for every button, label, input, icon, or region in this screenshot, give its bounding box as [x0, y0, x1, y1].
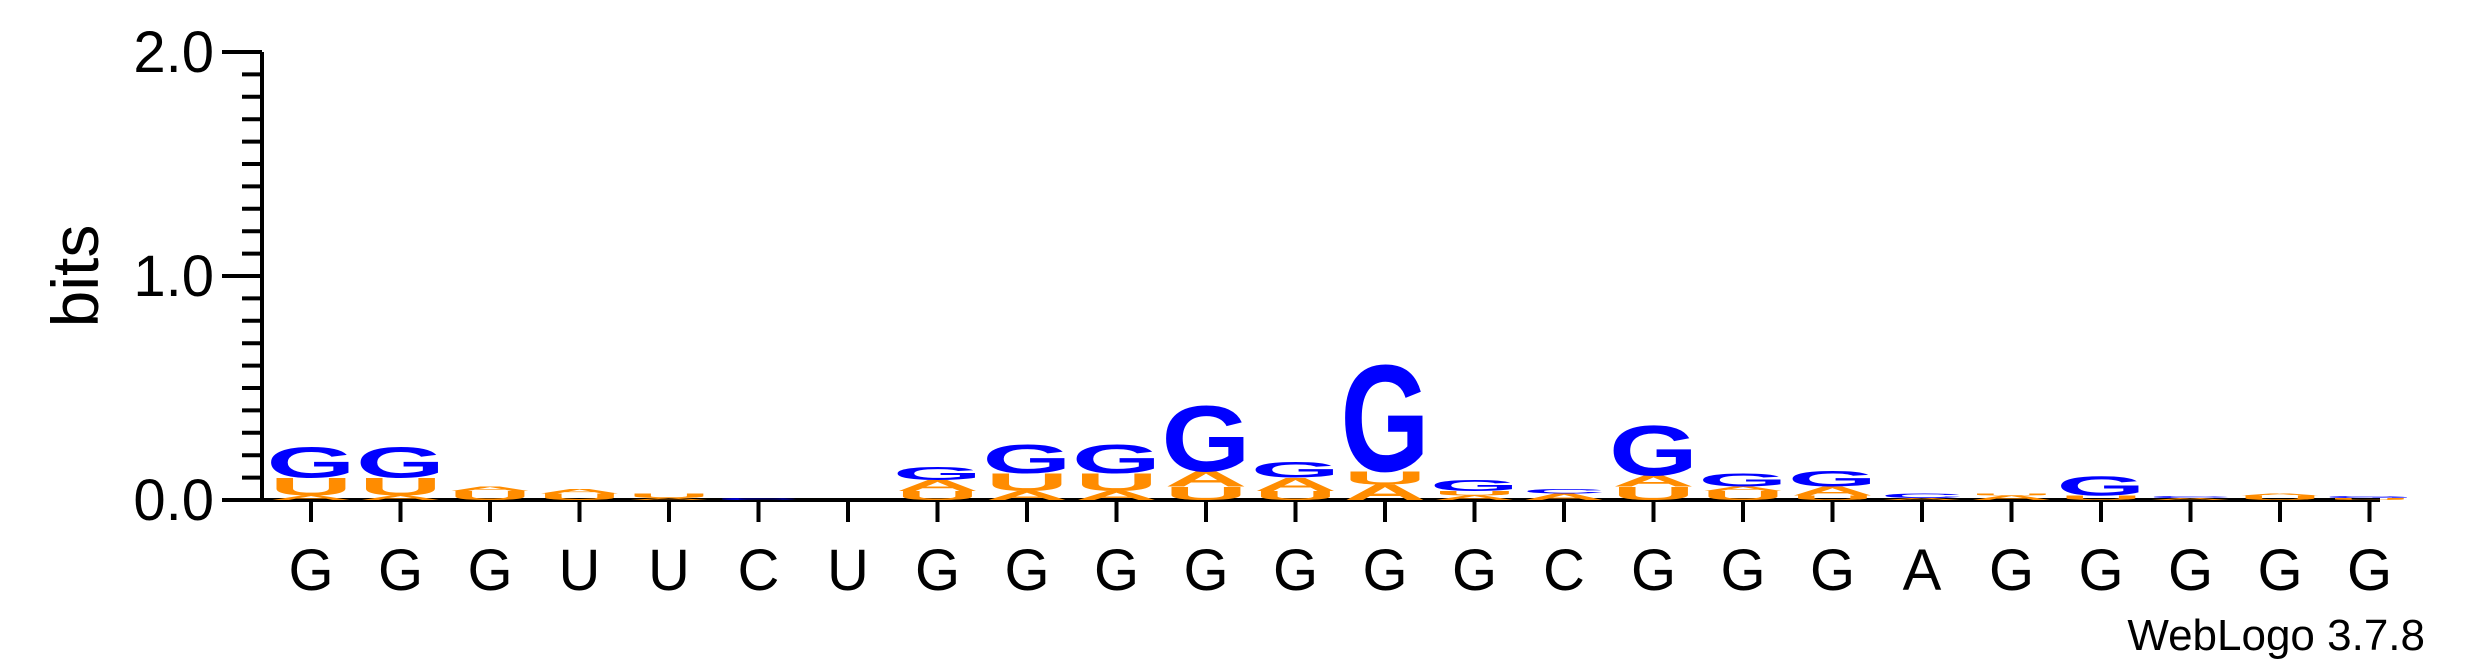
logo-letter-a: A	[1523, 492, 1606, 502]
logo-letter-c: C	[1523, 488, 1606, 495]
logo-letter-g: G	[1430, 477, 1519, 494]
logo-letter-u: U	[2239, 494, 2322, 501]
logo-letter-u: U	[628, 492, 711, 499]
x-tick-label: A	[1903, 538, 1942, 603]
x-tick-label: G	[378, 538, 423, 603]
logo-letter-u: U	[449, 489, 532, 503]
logo-letter-a: A	[449, 485, 532, 492]
logo-letter-a: A	[538, 488, 621, 495]
logo-letter-u: U	[270, 473, 353, 501]
logo-letter-a: A	[1970, 494, 2053, 501]
logo-letter-u: U	[538, 492, 621, 502]
x-tick-label: C	[738, 538, 780, 603]
x-tick-label: G	[1989, 538, 2034, 603]
logo-letter-a: A	[1702, 485, 1785, 492]
logo-letter-a: A	[270, 494, 353, 501]
x-tick-label: G	[1362, 538, 1407, 603]
logo-letter-a: A	[986, 489, 1069, 503]
logo-letter-u: U	[2328, 497, 2411, 500]
x-tick-label: G	[2078, 538, 2123, 603]
logo-letter-c: C	[2149, 495, 2232, 498]
logo-letter-g: G	[266, 438, 355, 487]
logo-letter-g: G	[356, 438, 445, 487]
y-tick-label: 0.0	[133, 468, 214, 533]
logo-letter-a: A	[628, 497, 711, 500]
logo-letter-a: A	[2239, 493, 2322, 496]
logo-letter-u: U	[1970, 493, 2053, 496]
x-tick-label: G	[1183, 538, 1228, 603]
logo-letter-a: A	[1791, 484, 1874, 498]
x-tick-label: G	[915, 538, 960, 603]
logo-letter-g: G	[982, 437, 1071, 482]
logo-letter-g: G	[2056, 470, 2145, 502]
logo-letter-g: G	[2325, 495, 2414, 498]
logo-letter-u: U	[1344, 468, 1427, 489]
x-tick-label: G	[1452, 538, 1497, 603]
logo-letter-a: A	[1881, 497, 1964, 500]
logo-letter-u: U	[1702, 489, 1785, 503]
weblogo-credit: WebLogo 3.7.8	[2127, 611, 2425, 660]
x-tick-label: G	[1720, 538, 1765, 603]
logo-letter-u: U	[1791, 494, 1874, 501]
logo-letter-u: U	[1075, 469, 1158, 497]
x-tick-label: G	[467, 538, 512, 603]
x-tick-label: U	[648, 538, 690, 603]
logo-letter-a: A	[2149, 497, 2232, 500]
logo-letter-u: U	[2060, 494, 2143, 501]
y-tick-label: 1.0	[133, 244, 214, 309]
logo-letter-g: G	[1609, 411, 1698, 491]
logo-letter-a: A	[1254, 474, 1337, 495]
logo-letter-u: U	[359, 473, 442, 501]
x-tick-label: G	[2257, 538, 2302, 603]
logo-letter-u: U	[1165, 483, 1248, 504]
y-tick-label: 2.0	[133, 20, 214, 85]
x-tick-label: G	[1273, 538, 1318, 603]
logo-letter-g: G	[893, 463, 982, 484]
logo-letter-u: U	[1612, 483, 1695, 504]
logo-letter-c: C	[717, 497, 800, 500]
logo-letter-g: G	[1340, 333, 1429, 504]
x-tick-label: U	[559, 538, 601, 603]
logo-letter-a: A	[896, 477, 979, 494]
logo-letter-c: C	[1881, 492, 1964, 499]
logo-letter-u: U	[1254, 489, 1337, 503]
x-tick-label: G	[1631, 538, 1676, 603]
logo-letter-g: G	[1698, 470, 1787, 491]
x-tick-label: U	[827, 538, 869, 603]
logo-letter-a: A	[1433, 494, 1516, 501]
logo-letter-g: G	[1072, 437, 1161, 482]
y-axis-title: bits	[38, 225, 112, 328]
logo-letter-u: U	[986, 469, 1069, 497]
logo-letter-u: U	[896, 489, 979, 503]
logo-letter-a: A	[359, 494, 442, 501]
logo-letter-a: A	[1075, 489, 1158, 503]
x-tick-label: G	[1004, 538, 1049, 603]
logo-letter-a: A	[1612, 473, 1695, 490]
logo-letter-g: G	[1788, 467, 1877, 491]
x-tick-label: G	[2347, 538, 2392, 603]
logo-letter-a: A	[1165, 467, 1248, 491]
x-tick-label: G	[288, 538, 333, 603]
x-tick-label: G	[1810, 538, 1855, 603]
logo-letter-u: U	[1433, 490, 1516, 497]
x-tick-label: G	[2168, 538, 2213, 603]
x-tick-label: C	[1543, 538, 1585, 603]
logo-letter-g: G	[1161, 387, 1250, 491]
logo-letter-g: G	[1251, 458, 1340, 482]
x-tick-label: G	[1094, 538, 1139, 603]
y-ticks: 0.0 1.0 2.0	[133, 20, 262, 533]
